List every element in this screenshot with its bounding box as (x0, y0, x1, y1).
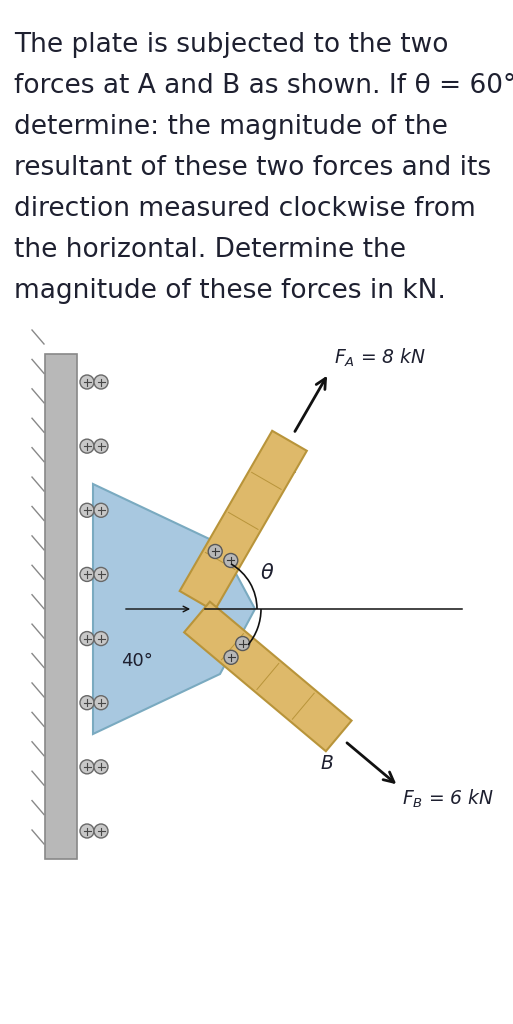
Circle shape (235, 637, 250, 650)
Circle shape (80, 632, 94, 645)
Text: The plate is subjected to the two: The plate is subjected to the two (14, 32, 448, 58)
Text: direction measured clockwise from: direction measured clockwise from (14, 196, 476, 222)
Text: determine: the magnitude of the: determine: the magnitude of the (14, 114, 448, 140)
Circle shape (94, 824, 108, 838)
Text: B: B (320, 754, 333, 773)
Text: the horizontal. Determine the: the horizontal. Determine the (14, 237, 406, 263)
Circle shape (80, 824, 94, 838)
Circle shape (94, 567, 108, 582)
Circle shape (94, 695, 108, 710)
Polygon shape (184, 602, 351, 752)
Circle shape (80, 567, 94, 582)
Text: $F_B$ = 6 kN: $F_B$ = 6 kN (403, 788, 495, 810)
Circle shape (80, 503, 94, 517)
Circle shape (94, 503, 108, 517)
Polygon shape (93, 484, 255, 734)
Polygon shape (45, 354, 77, 859)
Circle shape (80, 375, 94, 389)
Circle shape (80, 695, 94, 710)
Polygon shape (180, 431, 307, 611)
Circle shape (224, 553, 238, 567)
Circle shape (224, 650, 238, 665)
Text: A: A (284, 459, 297, 477)
Text: 40°: 40° (121, 652, 153, 670)
Circle shape (94, 375, 108, 389)
Circle shape (80, 439, 94, 454)
Text: resultant of these two forces and its: resultant of these two forces and its (14, 155, 491, 181)
Circle shape (94, 439, 108, 454)
Text: forces at A and B as shown. If θ = 60°,: forces at A and B as shown. If θ = 60°, (14, 73, 513, 99)
Circle shape (80, 760, 94, 774)
Text: $F_A$ = 8 kN: $F_A$ = 8 kN (334, 347, 427, 370)
Text: $\theta$: $\theta$ (260, 563, 274, 583)
Text: magnitude of these forces in kN.: magnitude of these forces in kN. (14, 278, 446, 304)
Circle shape (94, 632, 108, 645)
Circle shape (208, 545, 222, 558)
Circle shape (94, 760, 108, 774)
